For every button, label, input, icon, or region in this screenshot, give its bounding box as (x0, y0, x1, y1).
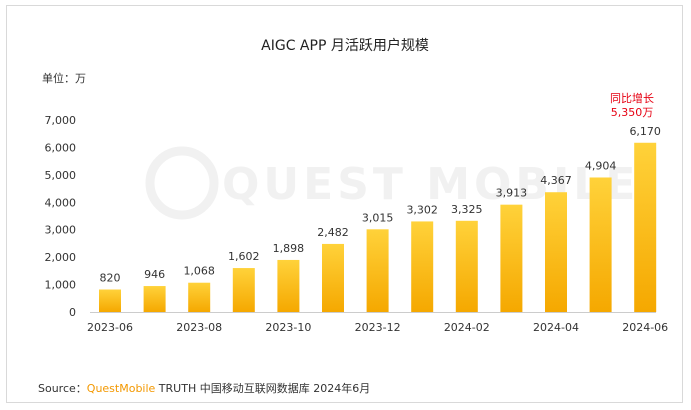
bar (455, 220, 478, 312)
data-label: 3,325 (451, 203, 483, 216)
bar (500, 204, 523, 312)
bar (411, 221, 434, 312)
chart-frame (6, 5, 683, 403)
data-label: 1,068 (183, 265, 215, 278)
data-label: 3,015 (362, 211, 394, 224)
x-tick-label: 2023-08 (176, 321, 222, 334)
x-tick-label: 2023-06 (87, 321, 133, 334)
bar (188, 282, 211, 312)
bars (99, 142, 657, 312)
bar (99, 289, 121, 312)
y-tick-label: 7,000 (45, 114, 77, 127)
y-tick-label: 5,000 (45, 169, 77, 182)
y-tick-label: 0 (69, 306, 76, 319)
bar (634, 142, 657, 312)
data-label: 1,898 (273, 242, 305, 255)
bar (277, 259, 300, 312)
source-prefix: Source： (38, 382, 87, 395)
source-text: TRUTH 中国移动互联网数据库 2024年6月 (155, 382, 371, 395)
x-tick-label: 2024-04 (533, 321, 579, 334)
x-tick-label: 2024-02 (444, 321, 490, 334)
bar (322, 243, 344, 312)
data-label: 4,367 (540, 174, 572, 187)
y-tick-label: 6,000 (45, 141, 77, 154)
x-tick-label: 2024-06 (622, 321, 668, 334)
y-tick-label: 3,000 (45, 224, 77, 237)
y-tick-label: 4,000 (45, 196, 77, 209)
y-axis: 0 1,000 2,000 3,000 4,000 5,000 6,000 7,000 (45, 114, 656, 319)
data-label: 3,913 (496, 187, 528, 200)
data-label: 946 (144, 268, 165, 281)
x-tick-label: 2023-10 (265, 321, 311, 334)
y-tick-label: 1,000 (45, 279, 77, 292)
x-axis: 2023-06 2023-08 2023-10 2023-12 2024-02 2024-… (87, 321, 668, 334)
data-label: 2,482 (317, 226, 349, 239)
watermark-text: QUEST MOBILE (222, 159, 639, 210)
data-label: 3,302 (406, 203, 438, 216)
data-label: 820 (100, 272, 121, 285)
source-brand: QuestMobile (86, 382, 156, 395)
chart-title: AIGC APP 月活跃用户规模 (261, 37, 429, 54)
source-note: Source：QuestMobile TRUTH 中国移动互联网数据库 2024… (38, 380, 370, 396)
bar (366, 229, 389, 312)
data-labels: 820 946 1,068 1,602 1,898 2,482 3,015 3,302 3,32… (100, 125, 661, 285)
y-tick-label: 2,000 (45, 251, 77, 264)
bar (143, 286, 166, 312)
x-tick-label: 2023-12 (355, 321, 401, 334)
bar (589, 177, 612, 312)
data-label: 6,170 (629, 125, 661, 138)
bar (545, 192, 567, 312)
growth-annotation: 同比增长 5,350万 (610, 91, 654, 119)
data-label: 1,602 (228, 250, 260, 263)
data-label: 4,904 (585, 159, 617, 172)
annotation-line2: 5,350万 (611, 106, 654, 119)
annotation-line1: 同比增长 (610, 91, 654, 105)
bar (232, 268, 255, 312)
unit-label: 单位：万 (42, 71, 86, 85)
